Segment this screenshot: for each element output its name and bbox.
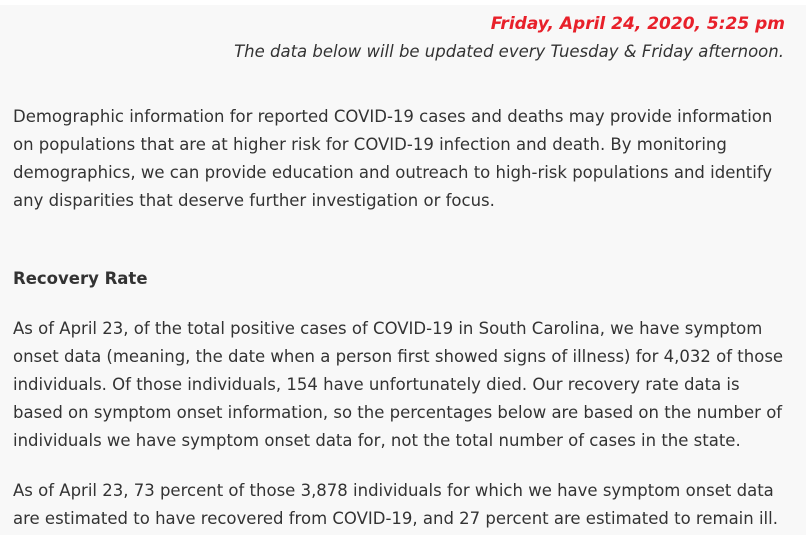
recovery-percent-paragraph: As of April 23, 73 percent of those 3,87… [13,481,778,528]
content-panel: Friday, April 24, 2020, 5:25 pm The data… [0,5,806,535]
intro-paragraph: Demographic information for reported COV… [13,107,773,210]
symptom-onset-paragraph: As of April 23, of the total positive ca… [13,319,784,450]
article-body: Demographic information for reported COV… [13,103,788,533]
recovery-rate-heading: Recovery Rate [13,269,148,288]
update-schedule-note: The data below will be updated every Tue… [234,42,784,61]
update-date: Friday, April 24, 2020, 5:25 pm [490,14,785,34]
